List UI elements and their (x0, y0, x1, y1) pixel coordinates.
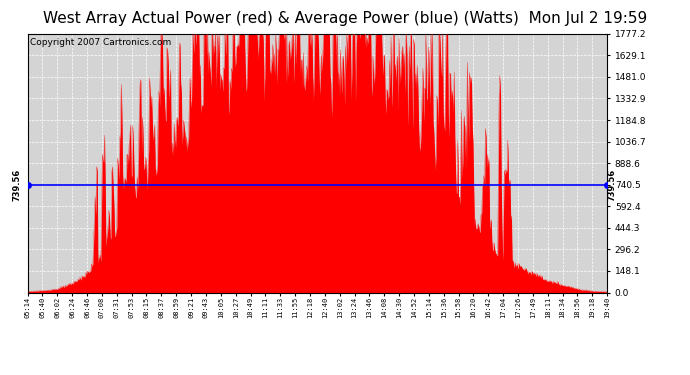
Text: Copyright 2007 Cartronics.com: Copyright 2007 Cartronics.com (30, 38, 172, 46)
Text: 739.56: 739.56 (13, 169, 22, 201)
Text: West Array Actual Power (red) & Average Power (blue) (Watts)  Mon Jul 2 19:59: West Array Actual Power (red) & Average … (43, 11, 647, 26)
Text: 739.56: 739.56 (607, 169, 616, 201)
